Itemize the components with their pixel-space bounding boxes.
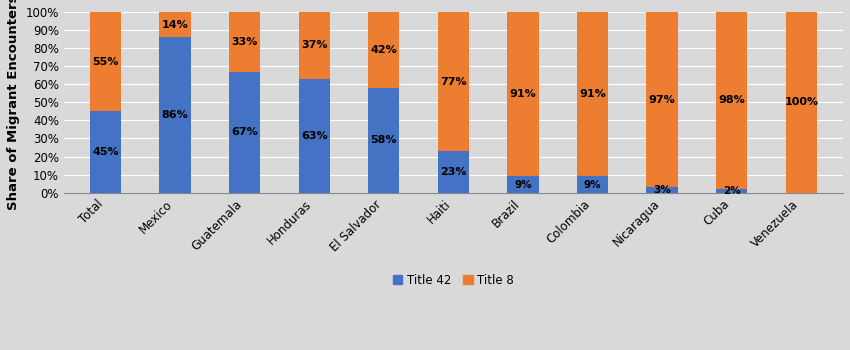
- Bar: [229, 12, 260, 72]
- Bar: [438, 151, 469, 192]
- Bar: [647, 12, 677, 187]
- Text: 77%: 77%: [440, 77, 467, 86]
- Bar: [577, 176, 609, 193]
- Bar: [507, 176, 539, 193]
- Legend: Title 42, Title 8: Title 42, Title 8: [388, 269, 518, 292]
- Bar: [298, 12, 330, 79]
- Text: 37%: 37%: [301, 40, 327, 50]
- Text: 63%: 63%: [301, 131, 327, 141]
- Text: 42%: 42%: [371, 45, 397, 55]
- Text: 98%: 98%: [718, 96, 745, 105]
- Bar: [298, 79, 330, 193]
- Text: 58%: 58%: [371, 135, 397, 145]
- Text: 3%: 3%: [654, 185, 671, 195]
- Text: 33%: 33%: [231, 37, 258, 47]
- Text: 23%: 23%: [440, 167, 467, 177]
- Text: 2%: 2%: [722, 186, 740, 196]
- Text: 55%: 55%: [93, 57, 119, 66]
- Text: 86%: 86%: [162, 110, 189, 120]
- Bar: [160, 12, 190, 37]
- Text: 91%: 91%: [510, 89, 536, 99]
- Text: 9%: 9%: [514, 180, 532, 189]
- Bar: [647, 187, 677, 192]
- Text: 91%: 91%: [579, 89, 606, 99]
- Bar: [90, 12, 122, 111]
- Bar: [438, 12, 469, 151]
- Bar: [229, 72, 260, 193]
- Bar: [160, 37, 190, 193]
- Text: 67%: 67%: [231, 127, 258, 137]
- Text: 97%: 97%: [649, 94, 676, 105]
- Text: 14%: 14%: [162, 20, 189, 30]
- Bar: [577, 12, 609, 176]
- Y-axis label: Share of Migrant Encounters: Share of Migrant Encounters: [7, 0, 20, 210]
- Bar: [716, 189, 747, 192]
- Bar: [368, 88, 400, 192]
- Bar: [785, 12, 817, 192]
- Text: 9%: 9%: [584, 180, 601, 189]
- Bar: [90, 111, 122, 192]
- Text: 100%: 100%: [785, 97, 819, 107]
- Bar: [368, 12, 400, 88]
- Bar: [507, 12, 539, 176]
- Bar: [716, 12, 747, 189]
- Text: 45%: 45%: [92, 147, 119, 157]
